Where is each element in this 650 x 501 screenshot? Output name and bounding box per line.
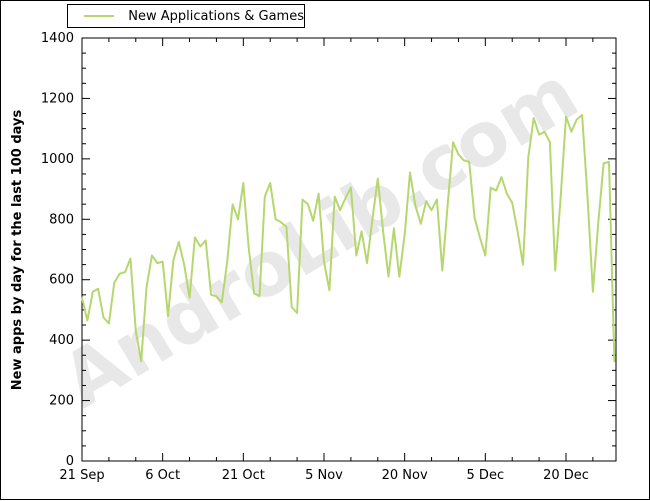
- watermark-text: AndroLib.com: [47, 49, 592, 425]
- y-axis-title: New apps by day for the last 100 days: [10, 109, 25, 391]
- svg-text:0: 0: [66, 454, 74, 469]
- svg-text:20 Dec: 20 Dec: [543, 468, 589, 483]
- svg-text:600: 600: [49, 273, 74, 288]
- svg-text:AndroLib.com: AndroLib.com: [47, 49, 592, 425]
- series-line: [81, 114, 616, 363]
- svg-text:200: 200: [49, 394, 74, 409]
- y-tick-labels: 0 200 400 600 800 1000 1200 1400: [41, 31, 74, 469]
- legend: New Applications & Games: [67, 4, 305, 28]
- x-tick-labels: 21 Sep 6 Oct 21 Oct 5 Nov 20 Nov 5 Dec 20 Dec: [59, 468, 589, 483]
- svg-text:1200: 1200: [41, 91, 74, 106]
- svg-text:5 Dec: 5 Dec: [467, 468, 505, 483]
- svg-text:1000: 1000: [41, 152, 74, 167]
- svg-text:1400: 1400: [41, 31, 74, 46]
- svg-text:21 Sep: 21 Sep: [59, 468, 104, 483]
- svg-text:5 Nov: 5 Nov: [305, 468, 343, 483]
- legend-line-sample-icon: [84, 15, 115, 17]
- svg-text:800: 800: [49, 212, 74, 227]
- svg-text:6 Oct: 6 Oct: [145, 468, 180, 483]
- legend-label: New Applications & Games: [128, 8, 304, 24]
- svg-text:21 Oct: 21 Oct: [222, 468, 265, 483]
- svg-text:20 Nov: 20 Nov: [382, 468, 428, 483]
- svg-text:400: 400: [49, 333, 74, 348]
